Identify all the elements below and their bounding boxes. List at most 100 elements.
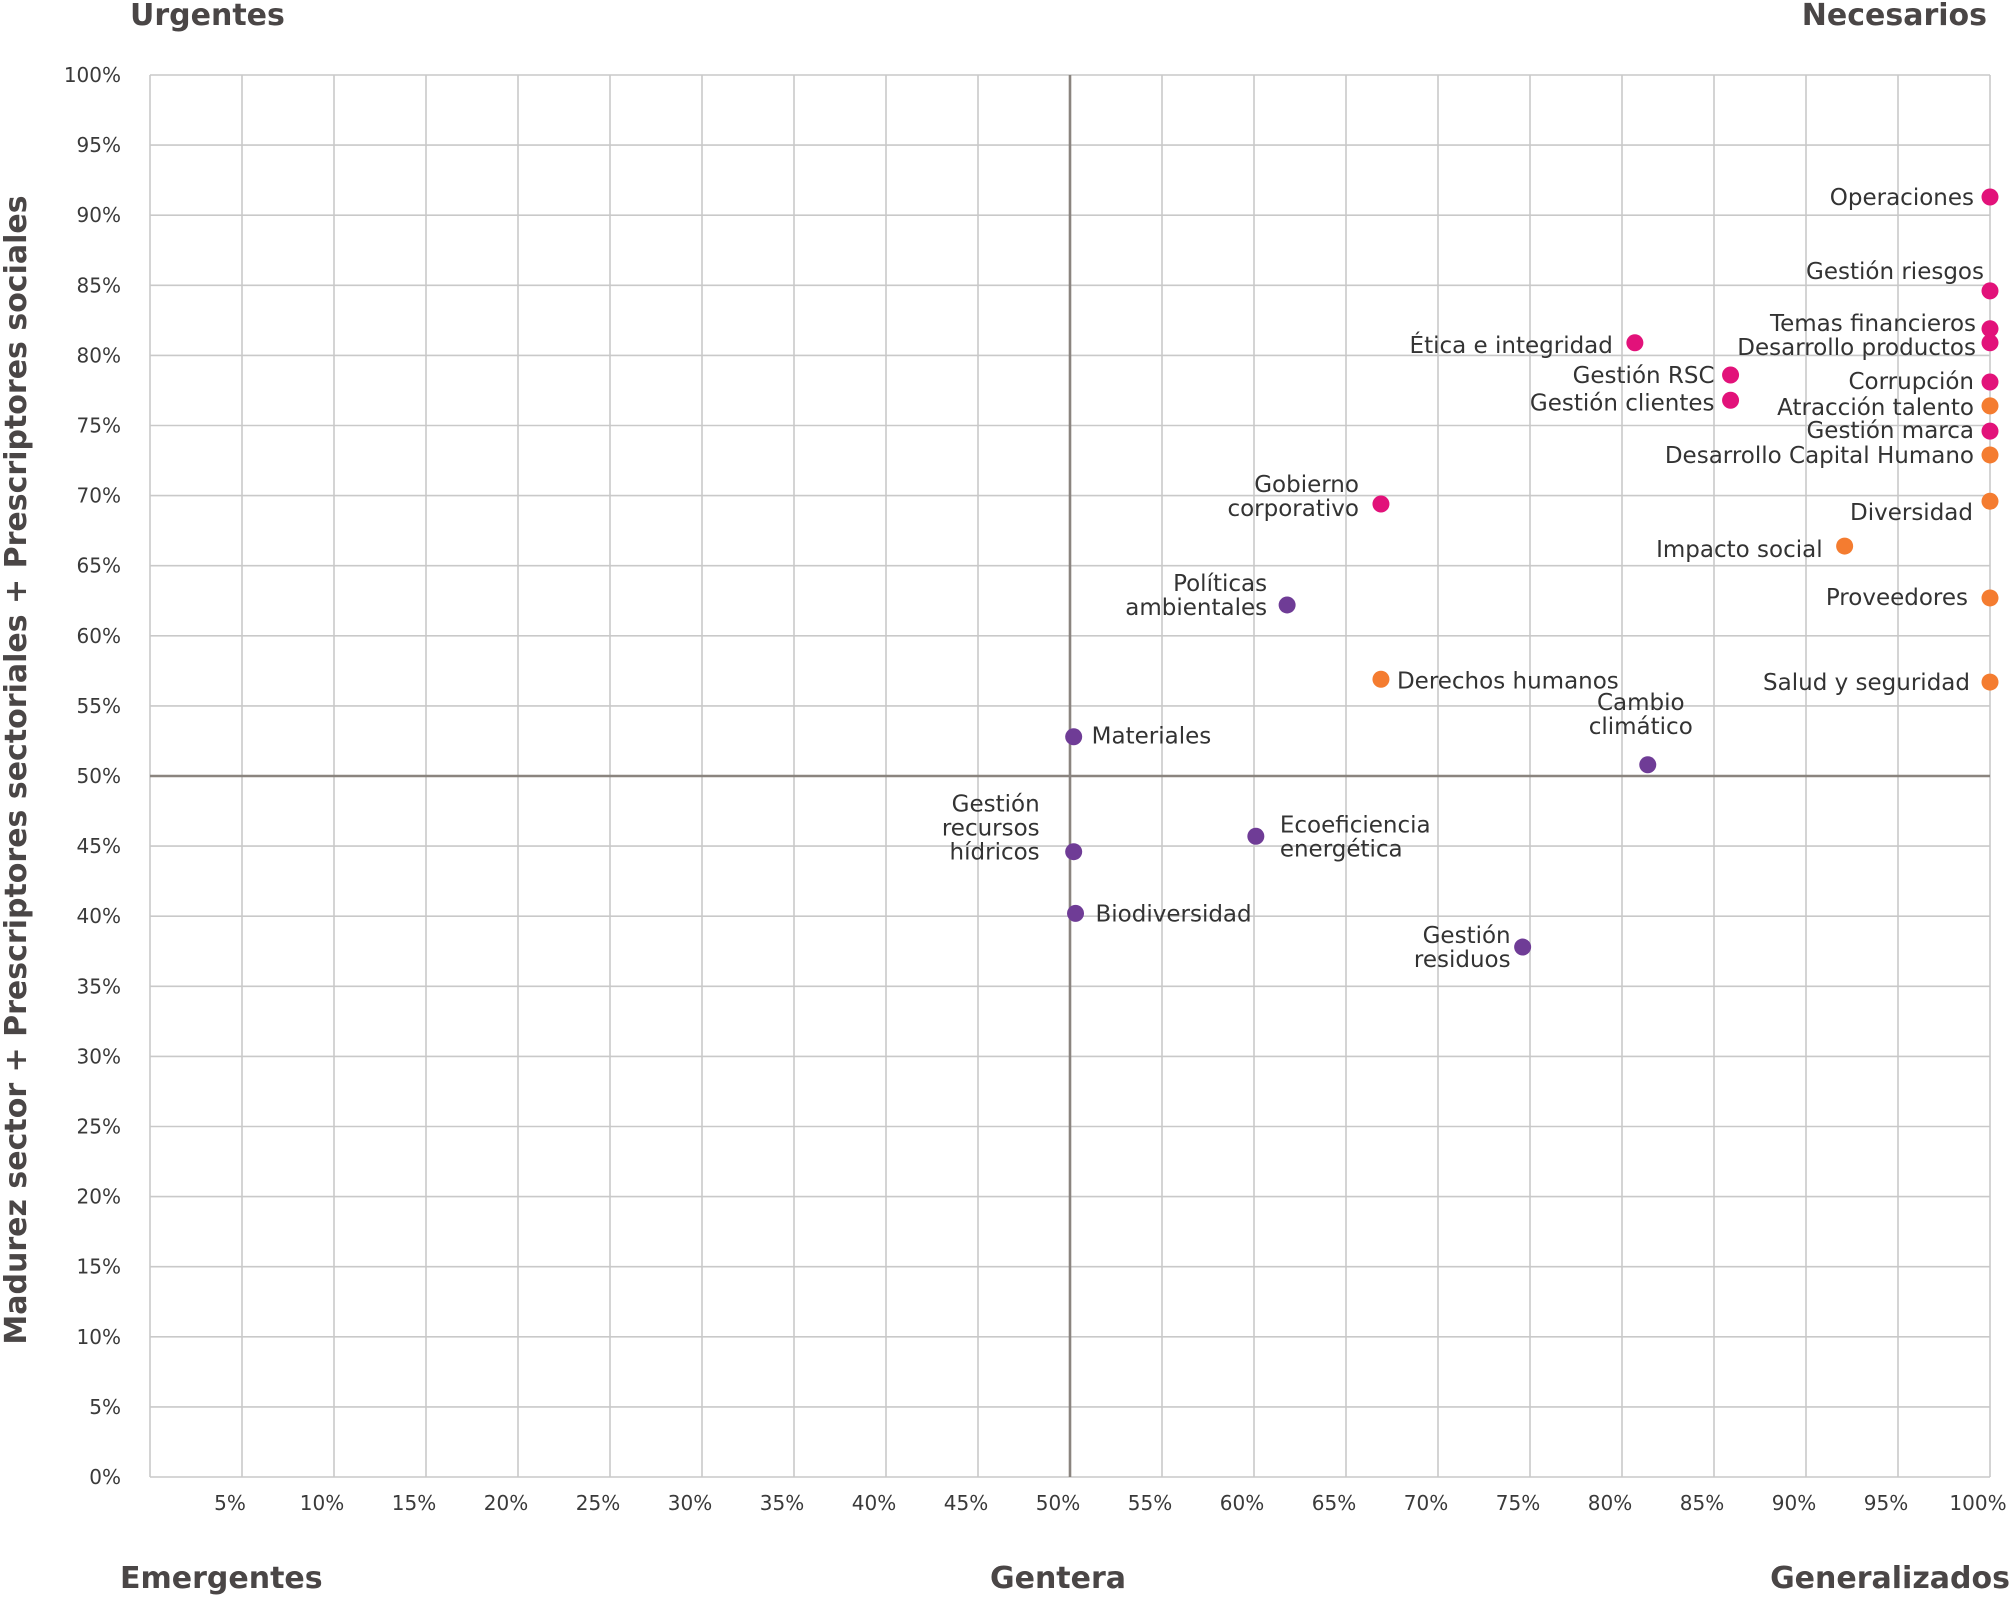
data-point xyxy=(1639,756,1657,774)
y-tick-label: 90% xyxy=(77,203,121,227)
point-label: Materiales xyxy=(1092,724,1212,750)
x-tick-label: 80% xyxy=(1588,1491,1632,1515)
y-tick-label: 75% xyxy=(77,414,121,438)
point-label: Desarrollo productos xyxy=(1737,335,1976,361)
y-axis-label: Madurez sector + Prescriptores sectorial… xyxy=(0,195,34,1344)
point-label: Políticas ambientales xyxy=(1125,571,1267,621)
data-point xyxy=(1981,334,1999,352)
quadrant-label-emergentes: Emergentes xyxy=(120,1561,323,1596)
data-point xyxy=(1981,589,1999,607)
point-label: Gestión residuos xyxy=(1414,923,1511,973)
x-tick-label: 100% xyxy=(1949,1491,2006,1515)
data-point xyxy=(1981,397,1999,415)
point-label: Gestión clientes xyxy=(1530,390,1715,416)
y-tick-label: 60% xyxy=(77,624,121,648)
data-point xyxy=(1722,366,1740,384)
x-tick-label: 30% xyxy=(668,1491,712,1515)
data-point xyxy=(1981,373,1999,391)
point-label: Gestión RSC xyxy=(1573,363,1715,389)
data-point xyxy=(1372,670,1390,688)
x-tick-label: 60% xyxy=(1220,1491,1264,1515)
tick-labels: 5% 10% 15% 20% 25% 30% 35% 40% 45% 50% 55% 60% 65% 70… xyxy=(64,63,2007,1515)
x-tick-label: 70% xyxy=(1404,1491,1448,1515)
data-point xyxy=(1626,334,1644,352)
point-label: Gestión riesgos xyxy=(1806,259,1984,285)
x-tick-label: 35% xyxy=(760,1491,804,1515)
y-tick-label: 35% xyxy=(77,974,121,998)
y-tick-label: 95% xyxy=(77,133,121,157)
y-tick-label: 0% xyxy=(89,1465,121,1489)
point-label: Ecoeficiencia energética xyxy=(1280,812,1431,862)
data-point xyxy=(1514,938,1532,956)
data-point xyxy=(1722,391,1740,409)
x-tick-label: 90% xyxy=(1772,1491,1816,1515)
data-point xyxy=(1981,282,1999,300)
y-tick-label: 80% xyxy=(77,343,121,367)
point-label: Salud y seguridad xyxy=(1763,670,1970,696)
data-point xyxy=(1372,495,1390,513)
x-tick-label: 25% xyxy=(576,1491,620,1515)
x-tick-label: 20% xyxy=(484,1491,528,1515)
point-label: Atracción talento xyxy=(1777,395,1974,421)
y-tick-label: 30% xyxy=(77,1044,121,1068)
y-tick-label: 65% xyxy=(77,554,121,578)
data-point xyxy=(1981,446,1999,464)
data-point xyxy=(1065,843,1083,861)
point-label: Ética e integridad xyxy=(1410,331,1613,359)
data-point xyxy=(1836,537,1854,555)
y-tick-label: 50% xyxy=(77,764,121,788)
data-point xyxy=(1981,673,1999,691)
point-label: Gestión recursos hídricos xyxy=(942,792,1040,866)
quadrant-label-gentera: Gentera xyxy=(990,1561,1126,1596)
data-point xyxy=(1067,904,1085,922)
y-tick-label: 40% xyxy=(77,904,121,928)
data-point xyxy=(1065,728,1083,746)
point-label: Cambio climático xyxy=(1589,690,1693,740)
x-tick-label: 65% xyxy=(1312,1491,1356,1515)
y-tick-label: 45% xyxy=(77,834,121,858)
x-tick-label: 40% xyxy=(852,1491,896,1515)
x-tick-label: 75% xyxy=(1496,1491,1540,1515)
x-tick-label: 15% xyxy=(392,1491,436,1515)
point-label: Derechos humanos xyxy=(1397,668,1619,694)
quadrant-label-generalizados: Generalizados xyxy=(1770,1561,2010,1596)
y-tick-label: 15% xyxy=(77,1255,121,1279)
x-tick-label: 55% xyxy=(1128,1491,1172,1515)
y-tick-label: 55% xyxy=(77,694,121,718)
y-tick-label: 10% xyxy=(77,1325,121,1349)
y-tick-label: 5% xyxy=(89,1395,121,1419)
x-tick-label: 85% xyxy=(1680,1491,1724,1515)
point-labels: Operaciones Gestión riesgos Temas financie… xyxy=(942,185,1984,973)
point-label: Biodiversidad xyxy=(1096,901,1252,927)
data-point xyxy=(1981,422,1999,440)
x-tick-label: 50% xyxy=(1036,1491,1080,1515)
quadrant-label-urgentes: Urgentes xyxy=(130,0,285,33)
point-label: Gestión marca xyxy=(1806,418,1974,444)
reference-lines xyxy=(150,75,1990,1477)
data-point xyxy=(1981,188,1999,206)
data-point xyxy=(1981,320,1999,338)
y-tick-label: 100% xyxy=(64,63,121,87)
point-label: Gobierno corporativo xyxy=(1227,472,1359,522)
x-tick-label: 45% xyxy=(944,1491,988,1515)
point-label: Temas financieros xyxy=(1769,311,1976,337)
point-label: Operaciones xyxy=(1830,185,1974,211)
y-tick-label: 85% xyxy=(77,273,121,297)
data-points xyxy=(1065,188,1999,956)
data-point xyxy=(1247,827,1265,845)
point-label: Impacto social xyxy=(1656,537,1823,563)
y-tick-label: 70% xyxy=(77,484,121,508)
x-tick-label: 5% xyxy=(214,1491,246,1515)
quadrant-label-necesarios: Necesarios xyxy=(1802,0,1987,33)
point-label: Corrupción xyxy=(1848,369,1974,395)
point-label: Desarrollo Capital Humano xyxy=(1665,443,1974,469)
data-point xyxy=(1278,596,1296,614)
x-tick-label: 10% xyxy=(300,1491,344,1515)
y-tick-label: 25% xyxy=(77,1115,121,1139)
x-tick-label: 95% xyxy=(1864,1491,1908,1515)
y-tick-label: 20% xyxy=(77,1185,121,1209)
data-point xyxy=(1981,492,1999,510)
point-label: Diversidad xyxy=(1850,500,1973,526)
point-label: Proveedores xyxy=(1826,585,1968,611)
